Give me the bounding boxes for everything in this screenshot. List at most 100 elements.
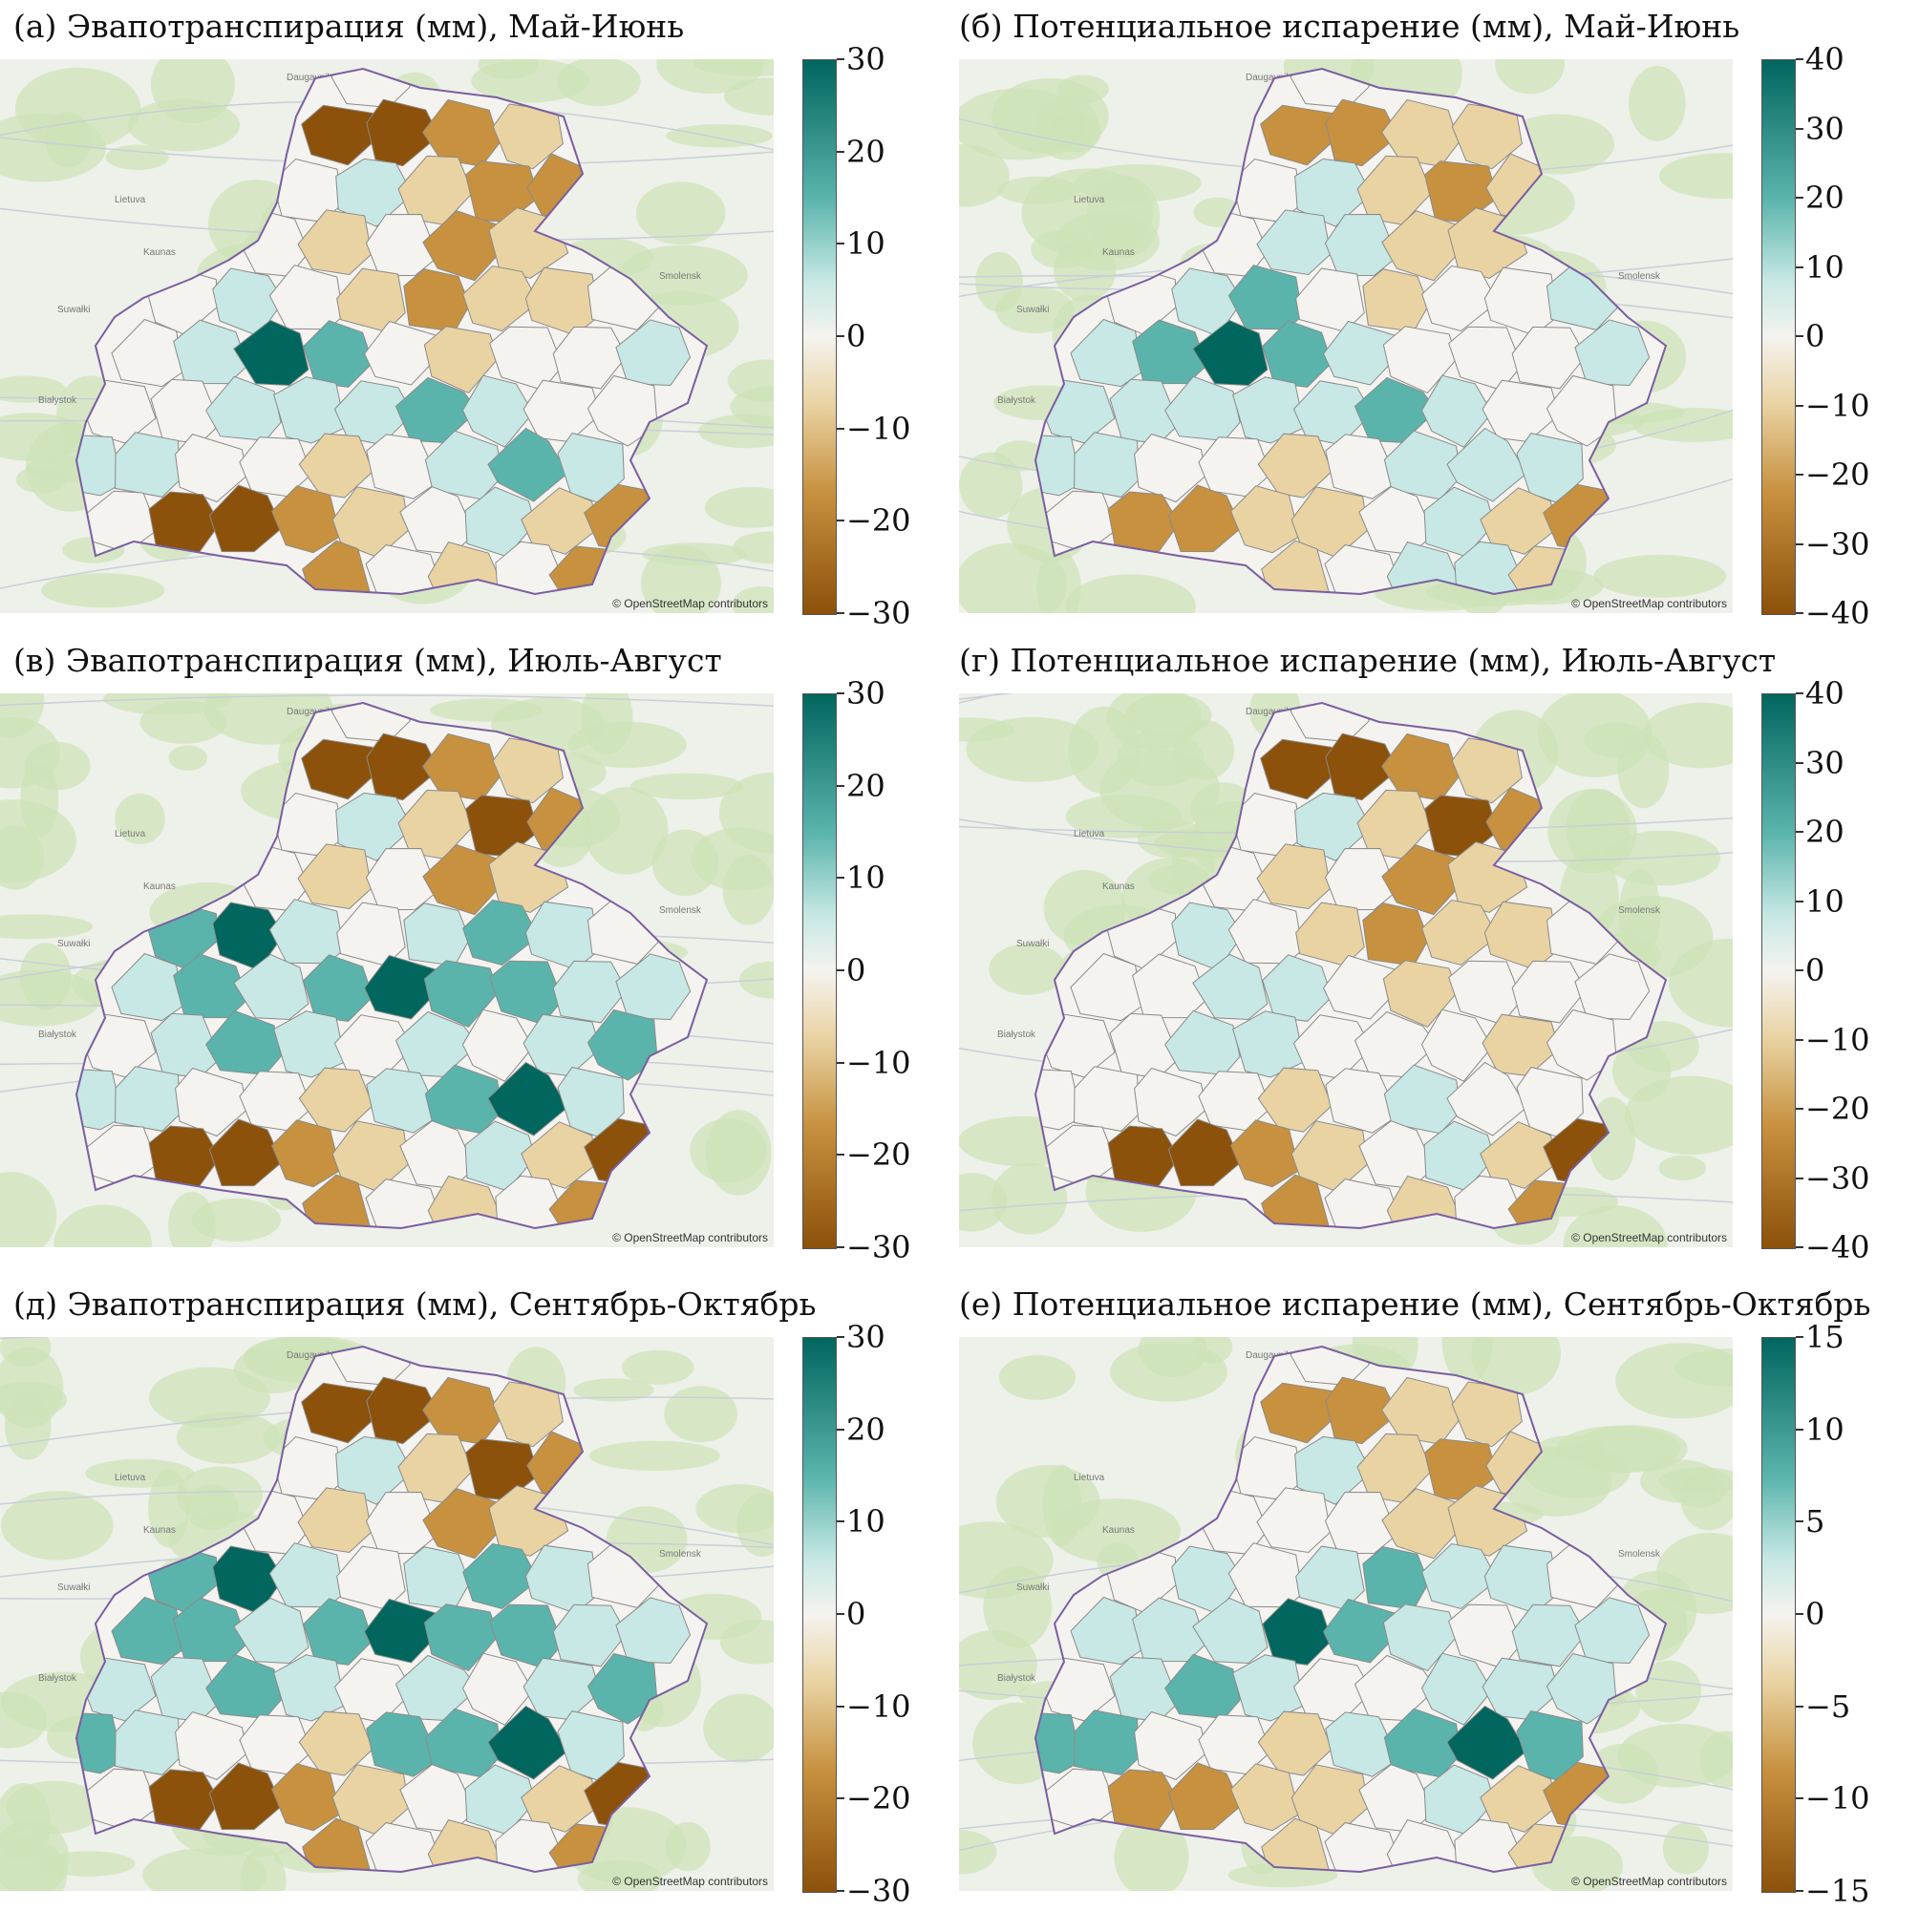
colorbar-tick-label: 10 xyxy=(846,860,885,897)
colorbar-tick-label: 20 xyxy=(1805,180,1844,216)
district-polygon xyxy=(1294,792,1373,861)
district-polygon xyxy=(1035,1712,1082,1774)
basemap-forest-patch xyxy=(471,59,589,103)
district-polygon xyxy=(273,1010,347,1078)
district-polygon xyxy=(586,374,658,447)
colorbar-tick-mark xyxy=(1796,900,1803,902)
colorbar-tick-mark xyxy=(1796,58,1803,60)
choropleth-map: LietuvaVilniusKaunasSmolenskBiałystokSuw… xyxy=(959,693,1733,1247)
colorbar-tick-mark xyxy=(837,877,844,880)
place-label: Kaunas xyxy=(143,881,176,892)
colorbar-tick-label: 10 xyxy=(1805,248,1844,286)
colorbar-tick-label: −20 xyxy=(846,1780,911,1817)
district-polygon xyxy=(1192,319,1269,387)
district-polygon xyxy=(76,1069,123,1131)
choropleth-map: LietuvaVilniusKaunasSmolenskBiałystokSuw… xyxy=(0,693,774,1247)
district-polygon xyxy=(1480,1121,1556,1189)
basemap-forest-patch xyxy=(666,124,773,148)
colorbar-tick-label: −30 xyxy=(846,1873,911,1909)
district-polygon xyxy=(271,1763,341,1832)
district-polygon xyxy=(1421,265,1499,332)
basemap-forest-patch xyxy=(148,1367,270,1429)
district-polygon xyxy=(297,1487,373,1554)
district-polygon xyxy=(487,427,568,502)
place-label: Daugavpils xyxy=(287,707,333,717)
colorbar-tick-label: 0 xyxy=(846,1596,866,1632)
district-polygon xyxy=(1070,318,1143,388)
basemap-forest-patch xyxy=(959,717,1015,742)
basemap-forest-patch xyxy=(1699,1730,1733,1788)
district-polygon xyxy=(1232,1010,1306,1078)
district-polygon xyxy=(1134,434,1207,503)
district-polygon xyxy=(1454,1818,1526,1872)
district-polygon xyxy=(462,265,540,332)
basemap-forest-patch xyxy=(736,1493,774,1557)
colorbar-tick-label: −15 xyxy=(1805,1873,1870,1909)
map-panel-f: (е) Потенциальное испарение (мм), Сентяб… xyxy=(959,1268,1918,1912)
basemap-forest-patch xyxy=(1191,1337,1233,1364)
place-label: Suwałki xyxy=(57,305,90,315)
basemap-forest-patch xyxy=(0,825,45,890)
place-label: Kaunas xyxy=(1102,247,1135,258)
district-polygon xyxy=(1324,847,1398,911)
place-label: Białystok xyxy=(997,1030,1036,1040)
colorbar-tick-mark xyxy=(837,1890,844,1892)
colorbar-tick-mark xyxy=(1796,831,1803,833)
basemap-forest-patch xyxy=(1471,1337,1562,1395)
colorbar-tick-label: −40 xyxy=(1805,1229,1870,1265)
district-polygon xyxy=(1167,1762,1243,1831)
basemap-forest-patch xyxy=(998,1354,1077,1400)
district-polygon xyxy=(208,1118,284,1187)
basemap-forest-patch xyxy=(24,741,91,791)
district-polygon xyxy=(233,1597,309,1665)
place-label: Lietuva xyxy=(1074,195,1105,205)
panel-title: (б) Потенциальное испарение (мм), Май-Ию… xyxy=(959,8,1740,45)
district-polygon xyxy=(1454,1175,1526,1228)
basemap-forest-patch xyxy=(0,1836,68,1891)
place-label: Lietuva xyxy=(1074,829,1105,839)
colorbar-tick-mark xyxy=(1796,127,1803,130)
colorbar-tick-label: 30 xyxy=(846,1319,885,1355)
colorbar-tick-mark xyxy=(1796,1520,1803,1523)
colorbar-tick-mark xyxy=(1796,1336,1803,1338)
colorbar-tick-label: −20 xyxy=(1805,1091,1870,1127)
colorbar-tick-mark xyxy=(1796,1246,1803,1248)
colorbar-tick-mark xyxy=(837,1061,844,1064)
colorbar-tick-mark xyxy=(837,150,844,153)
colorbar-tick-mark xyxy=(837,520,844,522)
district-polygon xyxy=(233,319,309,387)
place-label: Białystok xyxy=(38,395,77,406)
colorbar-tick-mark xyxy=(1796,197,1803,199)
basemap-forest-patch xyxy=(573,1378,654,1402)
place-label: Białystok xyxy=(38,1030,77,1040)
district-polygon xyxy=(521,1121,597,1189)
colorbar-tick-label: −30 xyxy=(1805,525,1870,563)
colorbar-tick-mark xyxy=(837,1428,844,1431)
colorbar-tick-label: 30 xyxy=(846,41,885,77)
basemap-forest-patch xyxy=(176,1466,264,1524)
basemap-forest-patch xyxy=(42,1851,136,1877)
colorbar-tick-label: −5 xyxy=(1805,1688,1851,1725)
district-polygon xyxy=(303,954,373,1022)
district-polygon xyxy=(552,1603,628,1667)
district-polygon xyxy=(111,1596,184,1666)
colorbar-tick-mark xyxy=(837,58,844,60)
place-label: Smolensk xyxy=(659,271,702,282)
district-polygon xyxy=(1134,1711,1207,1781)
basemap-forest-patch xyxy=(1495,59,1566,95)
place-label: Lietuva xyxy=(1074,1473,1105,1483)
country-border xyxy=(75,701,709,1230)
colorbar xyxy=(1761,1337,1796,1893)
colorbar xyxy=(802,693,837,1249)
district-polygon xyxy=(366,1711,440,1777)
colorbar-tick-label: 0 xyxy=(1805,952,1825,988)
district-polygon xyxy=(298,1067,373,1133)
colorbar-tick-label: −20 xyxy=(846,1136,911,1174)
basemap-forest-patch xyxy=(115,793,165,845)
basemap-forest-patch xyxy=(1565,788,1631,869)
colorbar xyxy=(802,1337,837,1893)
district-polygon xyxy=(521,487,597,555)
basemap-forest-patch xyxy=(577,1859,663,1891)
district-polygon xyxy=(552,960,628,1024)
basemap-forest-patch xyxy=(621,1349,694,1385)
